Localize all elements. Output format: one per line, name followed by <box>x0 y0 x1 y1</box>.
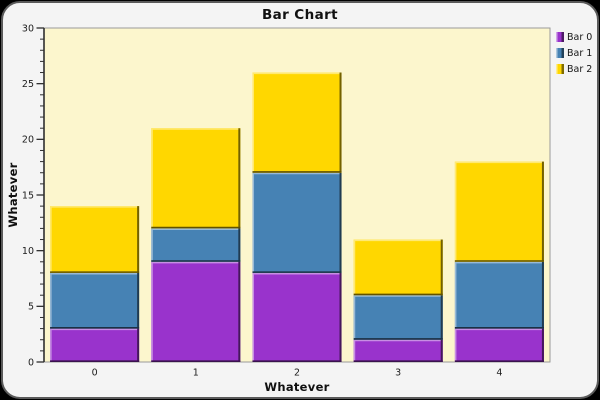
y-tick-label: 0 <box>28 357 34 368</box>
y-tick-label: 10 <box>22 246 34 257</box>
bar-segment-highlight <box>151 228 239 261</box>
y-tick-label: 5 <box>28 302 34 313</box>
legend-item-bar-0: Bar 0 <box>556 29 592 45</box>
bar-segment-bar-1-cat4 <box>454 261 544 329</box>
legend-item-bar-2: Bar 2 <box>556 61 592 77</box>
y-tick-label: 25 <box>22 79 34 90</box>
x-tick-label: 0 <box>92 368 98 379</box>
legend-swatch <box>556 64 564 74</box>
bar-segment-highlight <box>454 261 543 328</box>
y-tick-label: 15 <box>22 190 34 201</box>
bar-segment-highlight <box>151 128 239 228</box>
bar-segment-bar-1-cat1 <box>151 228 241 262</box>
bar-segment-bar-0-cat3 <box>353 339 443 362</box>
bar-segment-bar-0-cat2 <box>252 272 342 362</box>
x-tick-label: 3 <box>395 368 401 379</box>
bar-segment-highlight <box>353 339 442 361</box>
legend-swatch <box>556 48 564 58</box>
bar-segment-bar-2-cat2 <box>252 72 342 173</box>
x-tick-label: 1 <box>193 368 199 379</box>
bar-segment-highlight <box>454 161 543 261</box>
bar-segment-bar-0-cat1 <box>151 261 241 362</box>
bar-segment-bar-1-cat0 <box>50 272 140 329</box>
bar-segment-highlight <box>252 72 341 172</box>
bar-segment-highlight <box>50 328 138 361</box>
bar-segment-highlight <box>353 295 442 339</box>
bar-segment-highlight <box>151 261 239 361</box>
y-tick-label: 30 <box>22 23 34 34</box>
x-axis-label: Whatever <box>264 380 330 394</box>
bar-segment-highlight <box>50 206 138 272</box>
legend-label: Bar 2 <box>567 63 593 75</box>
bar-segment-bar-2-cat1 <box>151 128 241 229</box>
bar-segment-highlight <box>252 272 341 361</box>
legend-label: Bar 0 <box>567 31 593 43</box>
y-axis-label: Whatever <box>6 162 20 228</box>
x-tick-label: 4 <box>496 368 502 379</box>
bar-segment-bar-1-cat2 <box>252 172 342 273</box>
bar-segment-bar-1-cat3 <box>353 295 443 340</box>
legend-label: Bar 1 <box>567 47 593 59</box>
bar-segment-bar-0-cat0 <box>50 328 140 362</box>
bar-segment-highlight <box>353 239 442 295</box>
chart-title: Bar Chart <box>261 7 339 23</box>
y-tick-label: 20 <box>22 135 34 146</box>
bar-segment-highlight <box>50 272 138 328</box>
bar-segment-bar-2-cat3 <box>353 239 443 296</box>
bar-segment-bar-2-cat0 <box>50 206 140 273</box>
legend-swatch <box>556 32 564 42</box>
x-tick-label: 2 <box>294 368 300 379</box>
bar-segment-bar-0-cat4 <box>454 328 544 362</box>
legend: Bar 0 Bar 1 Bar 2 <box>556 29 592 77</box>
bar-segment-highlight <box>252 172 341 272</box>
bar-segment-bar-2-cat4 <box>454 161 544 262</box>
legend-item-bar-1: Bar 1 <box>556 45 592 61</box>
bar-segment-highlight <box>454 328 543 361</box>
